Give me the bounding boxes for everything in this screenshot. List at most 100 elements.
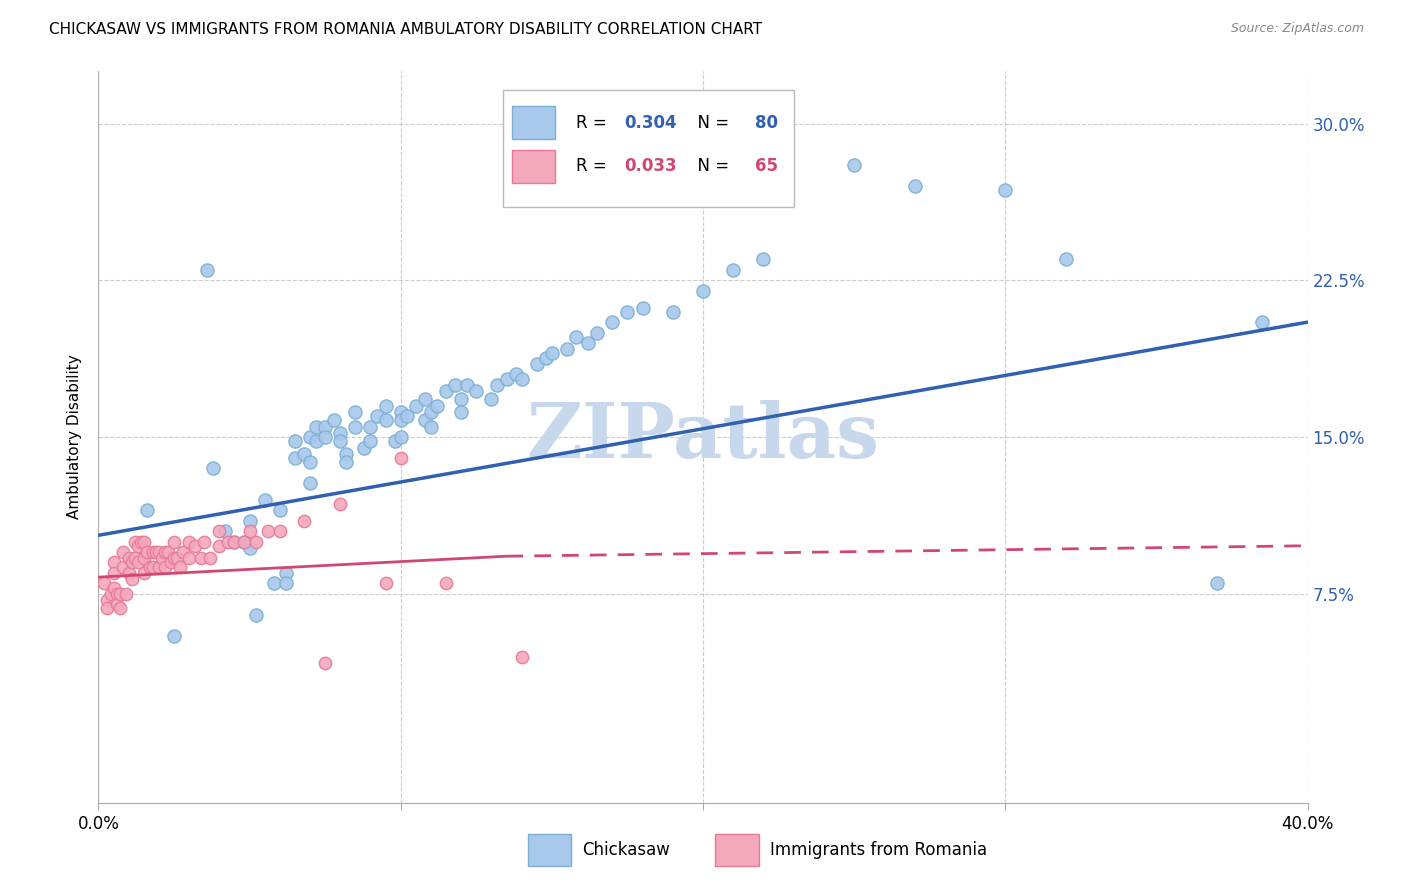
Point: [132, 534, 155, 549]
Point: [239, 524, 262, 538]
Text: CHICKASAW VS IMMIGRANTS FROM ROMANIA AMBULATORY DISABILITY CORRELATION CHART: CHICKASAW VS IMMIGRANTS FROM ROMANIA AMB…: [49, 22, 762, 37]
Point: [389, 405, 412, 419]
Point: [344, 405, 367, 419]
Point: [184, 539, 207, 553]
Point: [389, 450, 412, 465]
Point: [160, 556, 183, 570]
Point: [190, 551, 212, 566]
Point: [723, 263, 745, 277]
Point: [631, 301, 654, 315]
Point: [103, 566, 125, 580]
Point: [132, 566, 155, 580]
Point: [413, 413, 436, 427]
Point: [217, 534, 239, 549]
Point: [121, 572, 143, 586]
Point: [555, 343, 578, 357]
Point: [374, 399, 396, 413]
Point: [456, 377, 478, 392]
Text: N =: N =: [688, 113, 735, 131]
Point: [200, 551, 222, 566]
Point: [413, 392, 436, 407]
Point: [105, 587, 128, 601]
Point: [389, 413, 412, 427]
Point: [481, 392, 503, 407]
Point: [127, 539, 149, 553]
Point: [153, 545, 176, 559]
Point: [374, 576, 396, 591]
Text: ZIPatlas: ZIPatlas: [526, 401, 880, 474]
FancyBboxPatch shape: [512, 151, 555, 183]
Point: [434, 384, 457, 398]
Point: [420, 405, 443, 419]
Point: [329, 425, 352, 440]
Point: [208, 539, 231, 553]
Text: 0.304: 0.304: [624, 113, 678, 131]
Point: [389, 430, 412, 444]
Point: [360, 434, 382, 449]
Point: [263, 576, 285, 591]
Point: [108, 601, 131, 615]
Point: [616, 304, 638, 318]
Point: [202, 461, 225, 475]
Point: [366, 409, 388, 424]
Point: [420, 419, 443, 434]
Point: [245, 607, 267, 622]
Point: [148, 559, 170, 574]
Point: [269, 524, 291, 538]
Point: [245, 534, 267, 549]
Point: [292, 447, 315, 461]
Point: [239, 541, 262, 555]
Point: [139, 559, 162, 574]
Point: [274, 566, 297, 580]
Point: [232, 534, 254, 549]
Point: [239, 514, 262, 528]
Point: [108, 587, 131, 601]
Point: [299, 430, 322, 444]
Point: [208, 524, 231, 538]
Point: [844, 158, 866, 172]
FancyBboxPatch shape: [716, 834, 759, 866]
Point: [434, 576, 457, 591]
Point: [752, 252, 775, 267]
Point: [405, 399, 427, 413]
Y-axis label: Ambulatory Disability: Ambulatory Disability: [67, 355, 83, 519]
Text: R =: R =: [576, 158, 612, 176]
Point: [426, 399, 449, 413]
FancyBboxPatch shape: [503, 90, 793, 207]
Point: [360, 419, 382, 434]
Point: [121, 556, 143, 570]
Point: [111, 545, 134, 559]
Point: [118, 551, 141, 566]
Point: [103, 581, 125, 595]
Point: [169, 559, 191, 574]
Point: [510, 371, 533, 385]
Point: [505, 368, 527, 382]
Point: [534, 351, 557, 365]
Point: [510, 649, 533, 664]
Point: [465, 384, 488, 398]
Point: [166, 551, 188, 566]
Point: [195, 263, 218, 277]
Point: [450, 405, 472, 419]
Point: [323, 413, 346, 427]
Point: [540, 346, 562, 360]
Point: [111, 559, 134, 574]
Text: Source: ZipAtlas.com: Source: ZipAtlas.com: [1230, 22, 1364, 36]
Point: [118, 566, 141, 580]
Point: [576, 336, 599, 351]
Point: [193, 534, 215, 549]
Point: [179, 551, 201, 566]
Point: [994, 184, 1017, 198]
Point: [292, 514, 315, 528]
Point: [450, 392, 472, 407]
Point: [1251, 315, 1274, 329]
Point: [153, 559, 176, 574]
Point: [172, 545, 194, 559]
Point: [163, 629, 186, 643]
Point: [142, 545, 165, 559]
Point: [374, 413, 396, 427]
Text: N =: N =: [688, 158, 735, 176]
Point: [135, 545, 157, 559]
Point: [329, 434, 352, 449]
Point: [305, 419, 328, 434]
